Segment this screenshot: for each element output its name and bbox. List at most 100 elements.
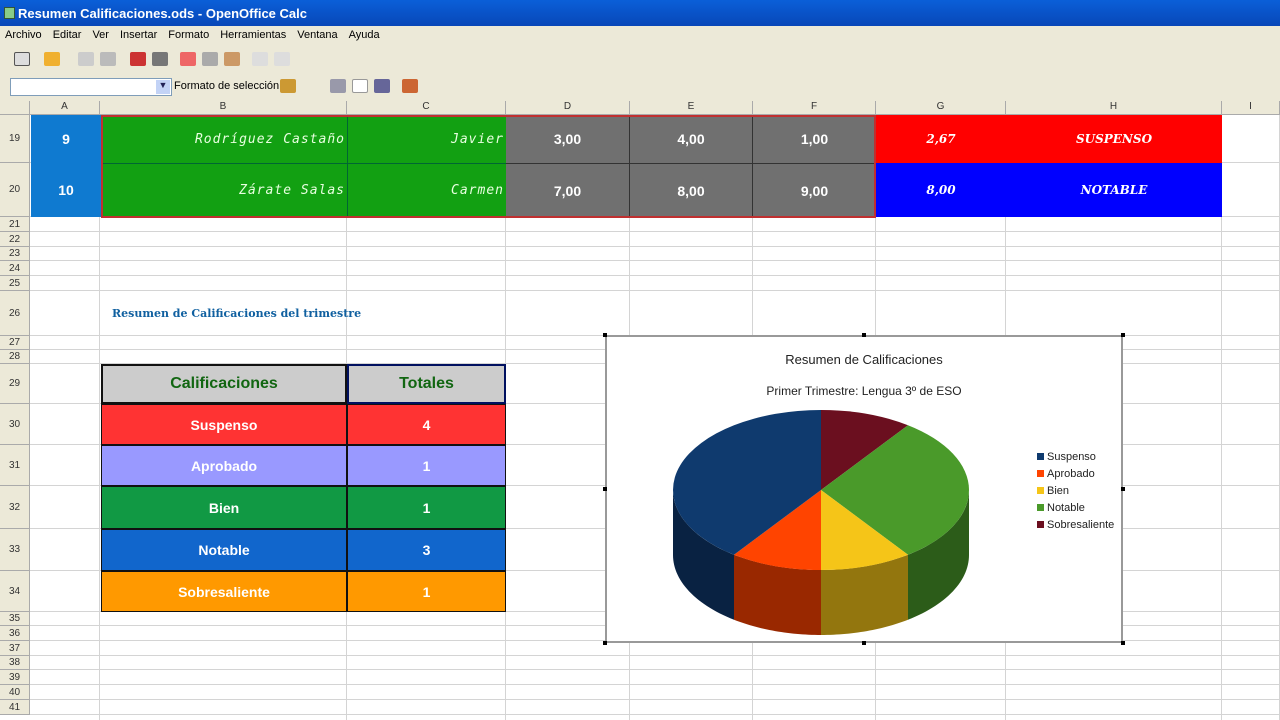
row-header-32[interactable]: 32 bbox=[0, 486, 30, 529]
row-header-21[interactable]: 21 bbox=[0, 217, 30, 232]
pie-slice-aprobado[interactable] bbox=[734, 490, 821, 570]
export-pdf-icon[interactable] bbox=[130, 52, 146, 66]
row-header-28[interactable]: 28 bbox=[0, 350, 30, 364]
resize-handle[interactable] bbox=[862, 333, 866, 337]
row-header-19[interactable]: 19 bbox=[0, 115, 30, 163]
menu-insertar[interactable]: Insertar bbox=[119, 29, 158, 41]
chart-element-select[interactable]: ▼ bbox=[10, 78, 172, 96]
row-header-39[interactable]: 39 bbox=[0, 670, 30, 685]
redo-icon[interactable] bbox=[274, 52, 290, 66]
column-header-F[interactable]: F bbox=[753, 101, 876, 115]
column-header-A[interactable]: A bbox=[30, 101, 100, 115]
summary-label-sobresaliente[interactable]: Sobresaliente bbox=[101, 571, 347, 612]
format-selection-button[interactable]: Formato de selección bbox=[174, 80, 280, 92]
cut-icon[interactable] bbox=[180, 52, 196, 66]
cell-c19[interactable]: Javier bbox=[347, 115, 506, 163]
row-header-25[interactable]: 25 bbox=[0, 276, 30, 291]
summary-total-sobresaliente[interactable]: 1 bbox=[347, 571, 506, 612]
menu-herramientas[interactable]: Herramientas bbox=[220, 29, 287, 41]
pie-slice-notable[interactable] bbox=[821, 425, 969, 555]
cell-b20[interactable]: Zárate Salas bbox=[101, 163, 347, 217]
column-header-I[interactable]: I bbox=[1222, 101, 1280, 115]
chart-type-icon[interactable] bbox=[280, 79, 296, 93]
column-header-G[interactable]: G bbox=[876, 101, 1006, 115]
pie-slice-sobresaliente[interactable] bbox=[821, 410, 908, 490]
row-header-40[interactable]: 40 bbox=[0, 685, 30, 700]
auto-layout-icon[interactable] bbox=[402, 79, 418, 93]
pie-chart[interactable]: Resumen de Calificaciones Primer Trimest… bbox=[603, 333, 1125, 645]
row-header-22[interactable]: 22 bbox=[0, 232, 30, 247]
resize-handle[interactable] bbox=[862, 641, 866, 645]
cell-a19[interactable]: 9 bbox=[31, 115, 101, 163]
row-header-29[interactable]: 29 bbox=[0, 364, 30, 404]
menu-ver[interactable]: Ver bbox=[92, 29, 109, 41]
row-header-23[interactable]: 23 bbox=[0, 247, 30, 261]
summary-label-bien[interactable]: Bien bbox=[101, 486, 347, 529]
cell-g19[interactable]: 2,67 bbox=[876, 115, 1006, 163]
summary-total-notable[interactable]: 3 bbox=[347, 529, 506, 571]
menu-editar[interactable]: Editar bbox=[52, 29, 82, 41]
row-header-26[interactable]: 26 bbox=[0, 291, 30, 336]
row-header-38[interactable]: 38 bbox=[0, 656, 30, 670]
copy-icon[interactable] bbox=[202, 52, 218, 66]
cell-d19[interactable]: 3,00 bbox=[506, 115, 630, 163]
summary-total-suspenso[interactable]: 4 bbox=[347, 404, 506, 445]
cell-b19[interactable]: Rodríguez Castaño bbox=[101, 115, 347, 163]
pie-slice-bien[interactable] bbox=[821, 490, 908, 570]
pie-slice-suspenso[interactable] bbox=[673, 410, 821, 555]
menu-archivo[interactable]: Archivo bbox=[5, 29, 42, 41]
column-header-E[interactable]: E bbox=[630, 101, 753, 115]
row-header-30[interactable]: 30 bbox=[0, 404, 30, 445]
select-all-corner[interactable] bbox=[0, 101, 30, 115]
scale-text-icon[interactable] bbox=[374, 79, 390, 93]
summary-label-aprobado[interactable]: Aprobado bbox=[101, 445, 347, 486]
row-header-33[interactable]: 33 bbox=[0, 529, 30, 571]
row-header-20[interactable]: 20 bbox=[0, 163, 30, 217]
summary-header-calificaciones[interactable]: Calificaciones bbox=[101, 364, 347, 404]
menu-formato[interactable]: Formato bbox=[168, 29, 210, 41]
row-header-24[interactable]: 24 bbox=[0, 261, 30, 276]
cell-a20[interactable]: 10 bbox=[31, 163, 101, 217]
cell-e19[interactable]: 4,00 bbox=[630, 115, 753, 163]
cell-d20[interactable]: 7,00 bbox=[506, 163, 630, 217]
chevron-down-icon[interactable]: ▼ bbox=[156, 80, 170, 94]
print-icon[interactable] bbox=[152, 52, 168, 66]
column-header-C[interactable]: C bbox=[347, 101, 506, 115]
column-header-H[interactable]: H bbox=[1006, 101, 1222, 115]
summary-label-notable[interactable]: Notable bbox=[101, 529, 347, 571]
row-header-35[interactable]: 35 bbox=[0, 612, 30, 626]
resize-handle[interactable] bbox=[603, 333, 607, 337]
resize-handle[interactable] bbox=[1121, 333, 1125, 337]
cell-e20[interactable]: 8,00 bbox=[630, 163, 753, 217]
cell-f20[interactable]: 9,00 bbox=[753, 163, 876, 217]
resize-handle[interactable] bbox=[1121, 487, 1125, 491]
summary-label-suspenso[interactable]: Suspenso bbox=[101, 404, 347, 445]
save-icon[interactable] bbox=[78, 52, 94, 66]
row-header-27[interactable]: 27 bbox=[0, 336, 30, 350]
cell-h19[interactable]: SUSPENSO bbox=[1006, 115, 1222, 163]
row-header-37[interactable]: 37 bbox=[0, 641, 30, 656]
row-header-34[interactable]: 34 bbox=[0, 571, 30, 612]
row-header-36[interactable]: 36 bbox=[0, 626, 30, 641]
email-icon[interactable] bbox=[100, 52, 116, 66]
cell-g20[interactable]: 8,00 bbox=[876, 163, 1006, 217]
row-header-31[interactable]: 31 bbox=[0, 445, 30, 486]
open-folder-icon[interactable] bbox=[44, 52, 60, 66]
paste-icon[interactable] bbox=[224, 52, 240, 66]
menu-ventana[interactable]: Ventana bbox=[297, 29, 338, 41]
cell-f19[interactable]: 1,00 bbox=[753, 115, 876, 163]
horizontal-grid-icon[interactable] bbox=[330, 79, 346, 93]
cell-c20[interactable]: Carmen bbox=[347, 163, 506, 217]
column-header-D[interactable]: D bbox=[506, 101, 630, 115]
resize-handle[interactable] bbox=[603, 641, 607, 645]
summary-total-aprobado[interactable]: 1 bbox=[347, 445, 506, 486]
row-header-41[interactable]: 41 bbox=[0, 700, 30, 715]
column-header-B[interactable]: B bbox=[100, 101, 347, 115]
summary-header-totales[interactable]: Totales bbox=[347, 364, 506, 404]
undo-icon[interactable] bbox=[252, 52, 268, 66]
resize-handle[interactable] bbox=[603, 487, 607, 491]
resize-handle[interactable] bbox=[1121, 641, 1125, 645]
summary-total-bien[interactable]: 1 bbox=[347, 486, 506, 529]
cell-h20[interactable]: NOTABLE bbox=[1006, 163, 1222, 217]
menu-ayuda[interactable]: Ayuda bbox=[348, 29, 380, 41]
